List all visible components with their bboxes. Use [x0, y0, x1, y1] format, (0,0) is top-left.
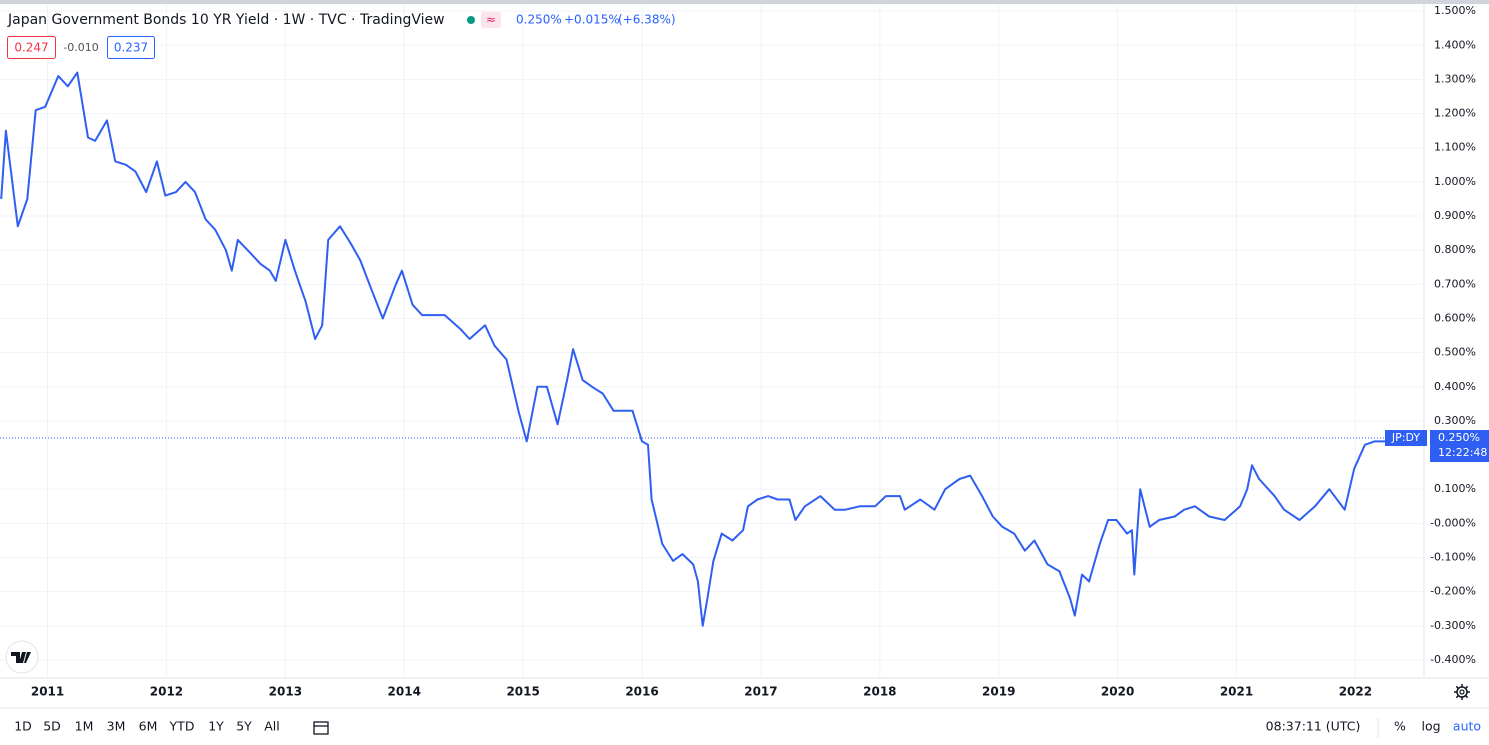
range-button[interactable]: 5D [43, 719, 61, 734]
y-tick-label: 0.400% [1434, 380, 1476, 393]
range-button[interactable]: 1M [75, 719, 94, 734]
x-tick-label: 2012 [150, 685, 183, 699]
header-price: 0.250% [516, 13, 562, 27]
y-tick-label: 1.400% [1434, 38, 1476, 51]
y-tick-label: -0.000% [1430, 516, 1476, 529]
x-tick-label: 2018 [863, 685, 896, 699]
y-tick-label: -0.100% [1430, 551, 1476, 564]
toolbar: 08:37:11 (UTC) 1D 5D 1M 3M 6M YTD 1Y 5Y All% log a… [14, 718, 1481, 738]
spread-value: -0.010 [63, 41, 98, 54]
range-button[interactable]: All [264, 719, 280, 734]
box-next-value: 0.237 [114, 41, 148, 55]
gear-teeth [1454, 684, 1470, 700]
gear-hub [1459, 689, 1465, 695]
last-time-label: 12:22:48 [1438, 446, 1487, 459]
x-tick-label: 2017 [744, 685, 777, 699]
grid [0, 5, 1422, 678]
clock: 08:37:11 (UTC) [1266, 719, 1361, 734]
symbol-tag-box [1385, 430, 1427, 447]
x-tick-label: 2020 [1101, 685, 1134, 699]
y-tick-label: 1.100% [1434, 141, 1476, 154]
header-change: +0.015% [564, 13, 620, 27]
price-line [0, 71, 1420, 627]
y-tick-label: 0.800% [1434, 243, 1476, 256]
range-button[interactable]: 1Y [208, 719, 224, 734]
scale-option[interactable]: log [1421, 719, 1440, 734]
top-border [0, 0, 1489, 4]
x-tick-label: 2021 [1220, 685, 1253, 699]
logo [5, 640, 39, 674]
logo-mark [11, 652, 31, 663]
status-icon: ≈ [486, 13, 496, 27]
y-tick-label: 0.900% [1434, 209, 1476, 222]
header-change-percent: (+6.38%) [618, 13, 676, 27]
box-prev [7, 36, 56, 59]
y-tick-label: -0.400% [1430, 653, 1476, 666]
y-tick-label: 1.300% [1434, 72, 1476, 85]
last-price-label: 0.250% [1438, 431, 1480, 444]
y-tick-label: 0.100% [1434, 482, 1476, 495]
x-tick-label: 2013 [269, 685, 302, 699]
x-tick-label: 2014 [388, 685, 421, 699]
y-tick-label: 0.600% [1434, 311, 1476, 324]
y-tick-label: -0.300% [1430, 619, 1476, 632]
y-tick-label: 0.700% [1434, 277, 1476, 290]
scale-option[interactable]: % [1394, 719, 1406, 734]
calendar-icon [313, 721, 329, 735]
last-price-box [1430, 430, 1489, 463]
y-tick-label: 1.200% [1434, 107, 1476, 120]
date-range-icon[interactable] [313, 721, 329, 735]
chart-title: Japan Government Bonds 10 YR Yield · 1W … [7, 12, 445, 28]
range-button[interactable]: YTD [169, 719, 195, 734]
y-tick-label: 0.500% [1434, 346, 1476, 359]
plot [0, 71, 1422, 627]
y-tick-label: -0.200% [1430, 585, 1476, 598]
x-tick-label: 2019 [982, 685, 1015, 699]
range-button[interactable]: 1D [14, 719, 32, 734]
range-button[interactable]: 3M [107, 719, 126, 734]
settings-icon[interactable] [1454, 684, 1470, 700]
y-tick-label: 1.000% [1434, 175, 1476, 188]
range-button[interactable]: 5Y [236, 719, 252, 734]
x-tick-label: 2011 [31, 685, 64, 699]
symbol-tag: JP:DY [1391, 431, 1420, 444]
scale-option[interactable]: auto [1453, 719, 1481, 734]
x-tick-label: 2016 [625, 685, 658, 699]
range-button[interactable]: 6M [139, 719, 158, 734]
box-next [107, 36, 155, 59]
x-tick-label: 2015 [506, 685, 539, 699]
y-tick-label: 0.300% [1434, 414, 1476, 427]
status-badge [481, 12, 501, 28]
box-prev-value: 0.247 [14, 41, 48, 55]
status-dot [467, 16, 475, 24]
y-tick-label: 1.500% [1434, 4, 1476, 17]
x-tick-label: 2022 [1339, 685, 1372, 699]
